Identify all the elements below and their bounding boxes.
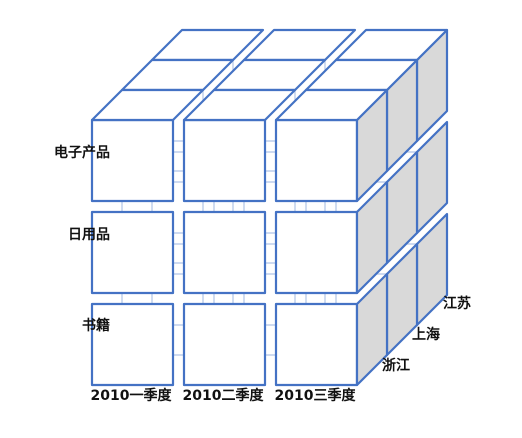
cell-r0-c0-d1-top-face [120,58,235,92]
depth-label-zhejiang: 浙江 [382,358,410,374]
cell-r2-c0-d0-front-face [90,302,175,387]
cell-r0-c0-d0-top-face [90,88,205,122]
cell-r0-c2-d0-top-face [274,88,389,122]
cell-r0-c1-d0-front-face [182,118,267,203]
cell-r2-c1-d0-front-face [182,302,267,387]
depth-label-jiangsu: 江苏 [443,296,471,312]
col-label-q2: 2010二季度 [182,388,264,404]
cell-r1-c0-d0-front-face [90,210,175,295]
col-label-q3: 2010三季度 [274,388,356,404]
col-label-q1: 2010一季度 [90,388,172,404]
cell-r0-c1-d0-top-face [182,88,297,122]
cell-r1-c1-d0-front-face [182,210,267,295]
depth-label-shanghai: 上海 [412,327,440,343]
cell-r1-c2-d1-side-face [385,150,419,265]
cell-r1-c2-d2-side-face [415,120,449,235]
cell-r1-c2-d0-side-face [355,180,389,295]
row-label-electronics: 电子产品 [54,145,110,161]
row-label-books: 书籍 [82,318,110,334]
cell-r2-c2-d0-side-face [355,272,389,387]
cell-r0-c2-d0-front-face [274,118,359,203]
cell-r0-c0-d2-top-face [150,28,265,62]
cell-r2-c2-d0-front-face [274,302,359,387]
cell-r0-c1-d1-top-face [212,58,327,92]
cell-r1-c2-d0-front-face [274,210,359,295]
row-label-daily-goods: 日用品 [68,227,110,243]
cell-r0-c1-d2-top-face [242,28,357,62]
